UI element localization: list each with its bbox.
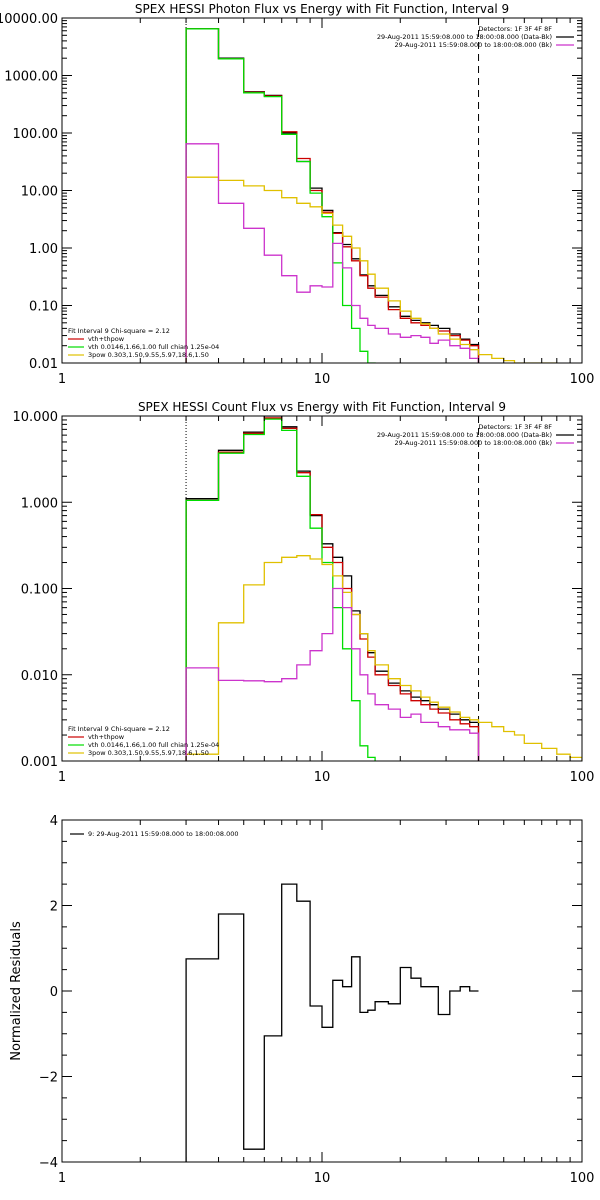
x-tick-label: 10 xyxy=(314,1171,331,1186)
series-2-line xyxy=(185,28,480,363)
legend-entry-label: Detectors: 1F 3F 4F 8F xyxy=(478,423,552,431)
series-4-line xyxy=(185,555,582,761)
y-tick-label: 0.010 xyxy=(21,669,58,684)
y-tick-label: 1.000 xyxy=(21,496,58,511)
plot-frame xyxy=(61,819,583,1163)
series-3-line xyxy=(185,28,376,363)
legend-entry-label: vth 0.0146,1.66,1.00 full chian 1.25e-04 xyxy=(88,741,219,749)
y-tick-label: 0 xyxy=(50,985,58,1000)
series-1-line xyxy=(185,28,480,363)
y-axis-label: Normalized Residuals xyxy=(9,921,24,1061)
y-tick-label: 0.01 xyxy=(29,357,58,372)
y-tick-label: −2 xyxy=(39,1071,58,1086)
x-tick-label: 100 xyxy=(570,770,595,785)
y-tick-label: 0.100 xyxy=(21,583,58,598)
chart-panel-2: SPEX HESSI Count Flux vs Energy with Fit… xyxy=(13,400,595,785)
legend-entry-label: 3pow 0.303,1.50,9.55,5.97,18.6,1.50 xyxy=(88,351,209,359)
x-tick-label: 1 xyxy=(58,372,66,387)
y-tick-label: 10.00 xyxy=(21,185,58,200)
legend-entry-label: vth+thpow xyxy=(88,733,125,741)
series-4-line xyxy=(185,176,558,363)
legend-entry-label: vth+thpow xyxy=(88,335,125,343)
y-tick-label: 4 xyxy=(50,814,58,829)
x-tick-label: 1 xyxy=(58,1171,66,1186)
x-tick-label: 100 xyxy=(570,372,595,387)
y-tick-label: −4 xyxy=(39,1156,58,1171)
y-tick-label: 1000.00 xyxy=(4,70,58,85)
legend-entry-label: 9: 29-Aug-2011 15:59:08.000 to 18:00:08.… xyxy=(88,830,239,838)
y-tick-label: 2 xyxy=(50,900,58,915)
series-3-line xyxy=(185,418,376,761)
series-1-line xyxy=(185,883,479,1162)
chart-title: SPEX HESSI Count Flux vs Energy with Fit… xyxy=(138,400,506,414)
y-tick-label: 0.001 xyxy=(21,755,58,770)
legend-entry-label: 29-Aug-2011 15:59:08.000 to 18:00:08.000… xyxy=(395,41,552,49)
y-tick-label: 10.000 xyxy=(13,410,59,425)
series-2-line xyxy=(185,417,480,761)
y-tick-label: 10000.00 xyxy=(0,12,58,27)
series-5-line xyxy=(185,143,480,363)
legend-entry-label: 29-Aug-2011 15:59:08.000 to 18:00:08.000… xyxy=(377,33,552,41)
y-tick-label: 0.10 xyxy=(29,300,58,315)
legend-entry-label: 29-Aug-2011 15:59:08.000 to 18:00:08.000… xyxy=(377,431,552,439)
legend-entry-label: 29-Aug-2011 15:59:08.000 to 18:00:08.000… xyxy=(395,439,552,447)
series-5-line xyxy=(185,587,480,761)
x-tick-label: 1 xyxy=(58,770,66,785)
legend-entry-label: Detectors: 1F 3F 4F 8F xyxy=(478,25,552,33)
chart-title: SPEX HESSI Photon Flux vs Energy with Fi… xyxy=(135,2,509,16)
x-tick-label: 10 xyxy=(314,372,331,387)
legend-entry-label: vth 0.0146,1.66,1.00 full chian 1.25e-04 xyxy=(88,343,219,351)
legend-entry-label: Fit Interval 9 Chi-square = 2.12 xyxy=(68,725,170,733)
y-tick-label: 1.00 xyxy=(29,242,58,257)
plot-frame xyxy=(61,415,583,762)
legend-entry-label: Fit Interval 9 Chi-square = 2.12 xyxy=(68,327,170,335)
y-tick-label: 100.00 xyxy=(13,127,59,142)
x-tick-label: 100 xyxy=(570,1171,595,1186)
chart-panel-3: Normalized Residuals 1 10 100 −4 −2 0 2 4 9: 29-A… xyxy=(9,814,594,1186)
legend-entry-label: 3pow 0.303,1.50,9.55,5.97,18.6,1.50 xyxy=(88,749,209,757)
x-tick-label: 10 xyxy=(314,770,331,785)
chart-panel-1: SPEX HESSI Photon Flux vs Energy with Fi… xyxy=(0,2,594,387)
